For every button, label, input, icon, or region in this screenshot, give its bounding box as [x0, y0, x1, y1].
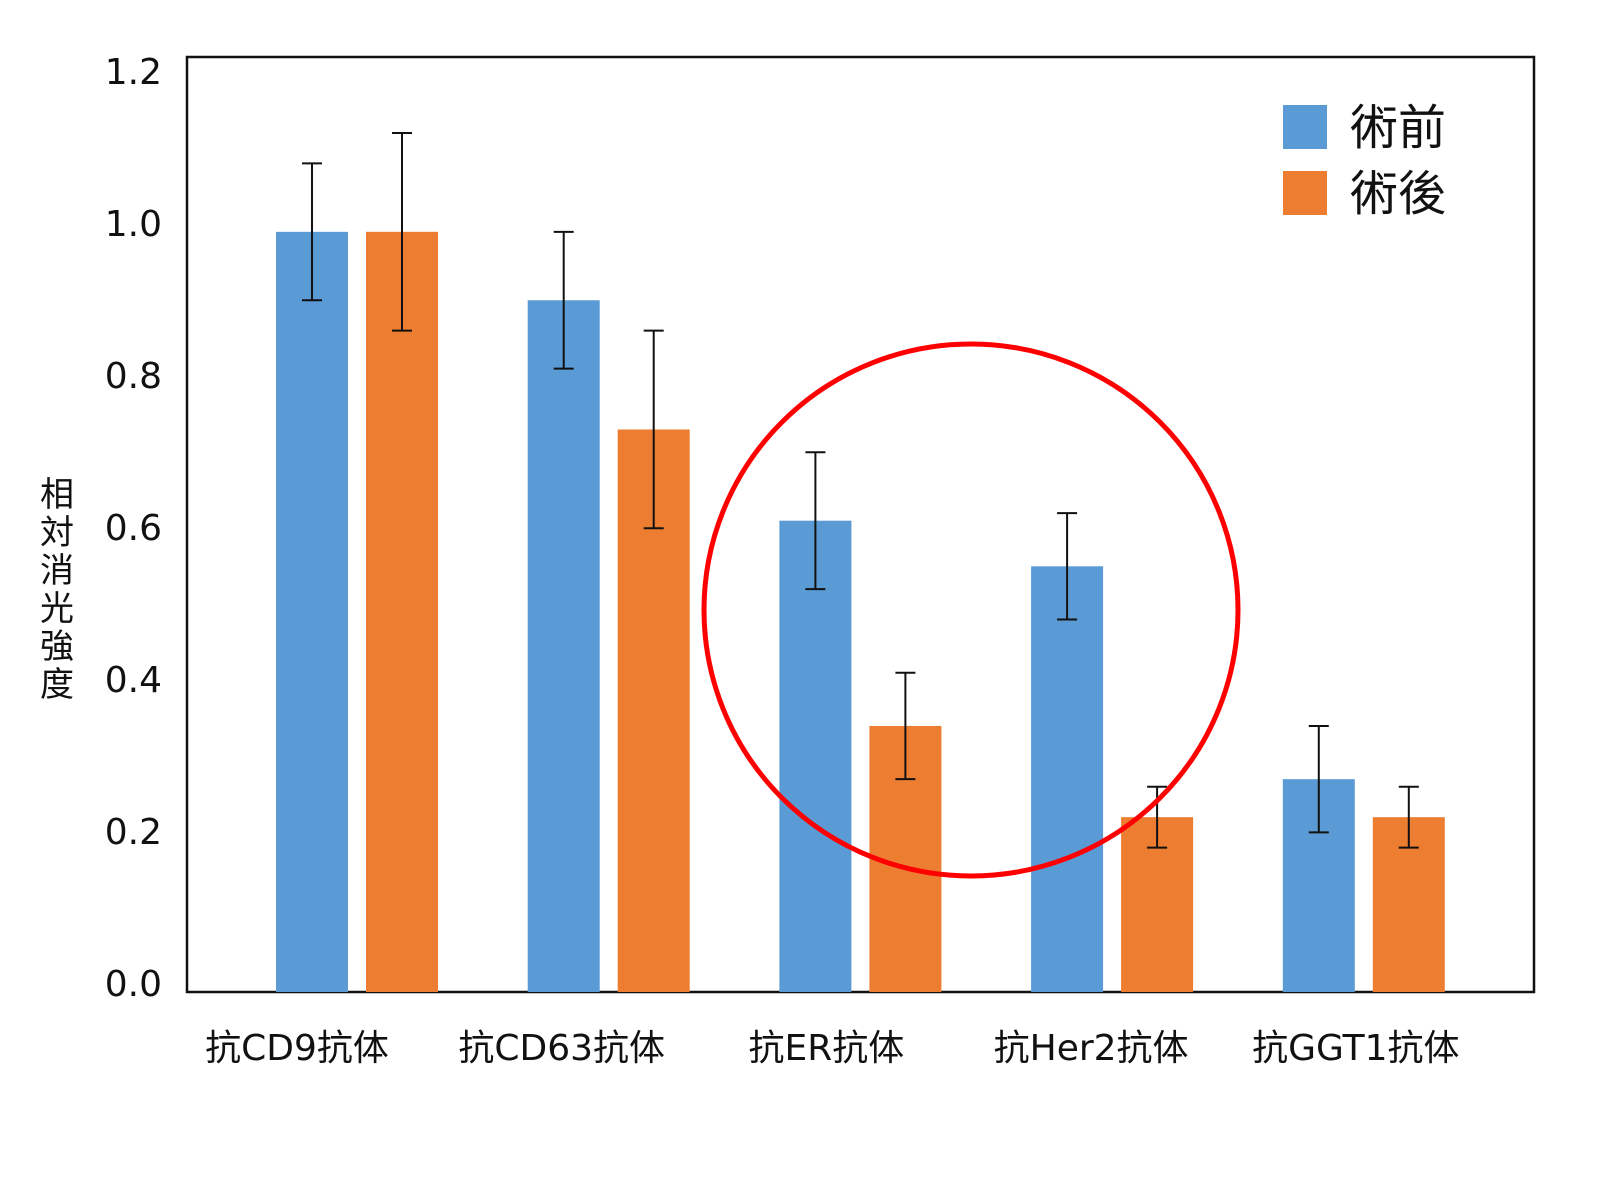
x-tick-label: 抗GGT1抗体	[1252, 1028, 1459, 1069]
legend-swatch	[1283, 171, 1327, 215]
y-tick-label: 0.2	[105, 812, 162, 853]
x-tick-label: 抗CD9抗体	[205, 1028, 389, 1069]
legend-label: 術後	[1350, 166, 1446, 222]
bar	[276, 231, 348, 992]
bar	[779, 520, 852, 992]
x-tick-label: 抗ER抗体	[749, 1028, 905, 1069]
legend-swatch	[1283, 105, 1327, 149]
y-tick-label: 0.4	[105, 660, 162, 701]
bar	[366, 231, 438, 992]
y-tick-label: 1.2	[105, 52, 162, 93]
x-tick-label: 抗CD63抗体	[458, 1028, 665, 1069]
y-axis-label: 相対消光強度	[34, 476, 74, 704]
plot-frame	[185, 55, 1536, 994]
bar	[1031, 566, 1104, 992]
x-tick-label: 抗Her2抗体	[994, 1028, 1189, 1069]
bar	[527, 300, 600, 992]
legend-label: 術前	[1350, 100, 1446, 156]
highlight-circle	[701, 341, 1241, 879]
y-tick-label: 0.6	[105, 508, 162, 549]
y-tick-label: 1.0	[105, 204, 162, 245]
y-tick-label: 0.0	[105, 964, 162, 1005]
y-tick-label: 0.8	[105, 356, 162, 397]
